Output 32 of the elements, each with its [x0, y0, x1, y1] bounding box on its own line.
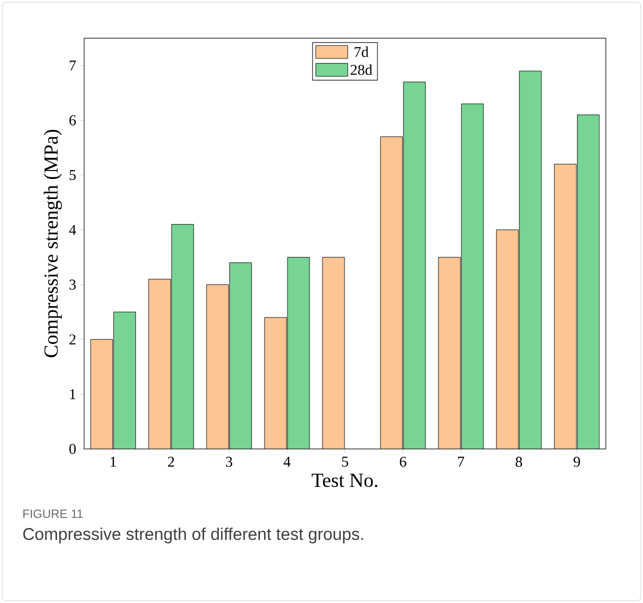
y-tick-label: 2 — [69, 334, 76, 344]
x-tick-label: 2 — [168, 456, 174, 467]
y-tick-label: 4 — [69, 224, 76, 235]
bar — [577, 114, 600, 449]
bar — [287, 256, 310, 449]
x-tick-label: 6 — [400, 456, 406, 467]
x-axis-title: Test No. — [312, 474, 378, 488]
bar — [229, 262, 252, 449]
bar — [113, 312, 136, 449]
y-tick-label: 1 — [70, 389, 76, 400]
y-tick-label: 5 — [70, 170, 76, 180]
caption: FIGURE 11 — [23, 510, 83, 518]
y-tick-label: 0 — [69, 444, 76, 454]
bar — [403, 82, 426, 449]
y-tick-label: 6 — [69, 115, 76, 126]
y-tick-label: 3 — [70, 280, 76, 290]
x-tick-label: 1 — [110, 456, 116, 467]
x-tick-label: 4 — [284, 456, 291, 467]
x-tick-label: 5 — [342, 456, 348, 467]
legend-label: 7d — [354, 46, 369, 58]
x-tick-label: 8 — [516, 456, 522, 467]
legend-label: 28d — [350, 64, 372, 75]
x-tick-label: 7 — [458, 456, 464, 467]
x-tick-label: 9 — [574, 456, 580, 467]
bar — [519, 70, 542, 449]
bar — [322, 256, 345, 449]
text: Compressive strength of different test groups. — [23, 528, 363, 544]
y-tick-label: 7 — [70, 60, 76, 70]
bar — [461, 104, 484, 449]
y-axis-title: Compressive strength (MPa) — [44, 130, 62, 358]
bar — [171, 224, 194, 449]
x-tick-label: 3 — [226, 456, 232, 467]
